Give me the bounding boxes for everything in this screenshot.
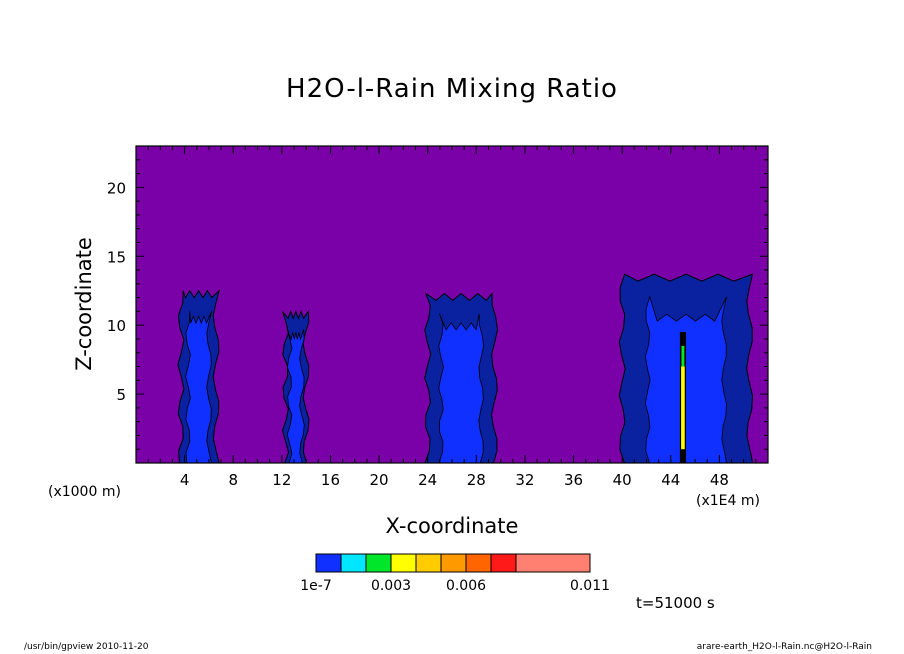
footer-right: arare-earth_H2O-l-Rain.nc@H2O-l-Rain — [696, 642, 872, 652]
y-tick-label: 20 — [107, 179, 126, 197]
x-tick-label: 44 — [661, 471, 680, 489]
x-tick-label: 32 — [515, 471, 534, 489]
colorbar-swatch — [415, 553, 442, 573]
x-tick-label: 36 — [564, 471, 583, 489]
colorbar-swatch — [390, 553, 417, 573]
x-tick-label: 8 — [228, 471, 238, 489]
x-tick-label: 24 — [418, 471, 437, 489]
colorbar-swatch — [440, 553, 467, 573]
x-tick-label: 48 — [710, 471, 729, 489]
time-label: t=51000 s — [636, 594, 715, 612]
x-tick-label: 12 — [272, 471, 291, 489]
y-tick-label: 10 — [107, 317, 126, 335]
cell-2-inner — [286, 329, 305, 464]
colorbar-swatch — [365, 553, 392, 573]
hot-core-green — [681, 345, 685, 367]
x-tick-label: 16 — [321, 471, 340, 489]
footer-left: /usr/bin/gpview 2010-11-20 — [24, 642, 149, 652]
colorbar-label: 0.003 — [371, 578, 411, 594]
colorbar-swatch — [465, 553, 492, 573]
x-axis-unit-left: (x1000 m) — [48, 484, 121, 500]
x-tick-label: 4 — [180, 471, 190, 489]
colorbar-label: 1e-7 — [300, 578, 331, 594]
x-tick-label: 28 — [467, 471, 486, 489]
x-tick-label: 20 — [370, 471, 389, 489]
y-tick-label: 5 — [116, 386, 126, 404]
colorbar-swatch — [490, 553, 517, 573]
colorbar: 1e-7 0.003 0.006 0.011 — [300, 553, 610, 594]
colorbar-label: 0.011 — [570, 578, 610, 594]
y-tick-label: 15 — [107, 248, 126, 266]
colorbar-swatch — [315, 553, 342, 573]
cell-3-inner — [438, 313, 485, 464]
contour-cells — [177, 273, 754, 464]
x-axis-unit-right: (x1E4 m) — [696, 493, 760, 509]
cell-1-inner — [185, 311, 212, 464]
hot-core-yellow — [681, 366, 685, 450]
colorbar-swatch — [340, 553, 367, 573]
x-tick-label: 40 — [613, 471, 632, 489]
x-axis-label: X-coordinate — [385, 514, 519, 538]
colorbar-label: 0.006 — [446, 578, 486, 594]
colorbar-swatch — [515, 553, 591, 573]
chart-title: H2O-l-Rain Mixing Ratio — [286, 74, 618, 104]
